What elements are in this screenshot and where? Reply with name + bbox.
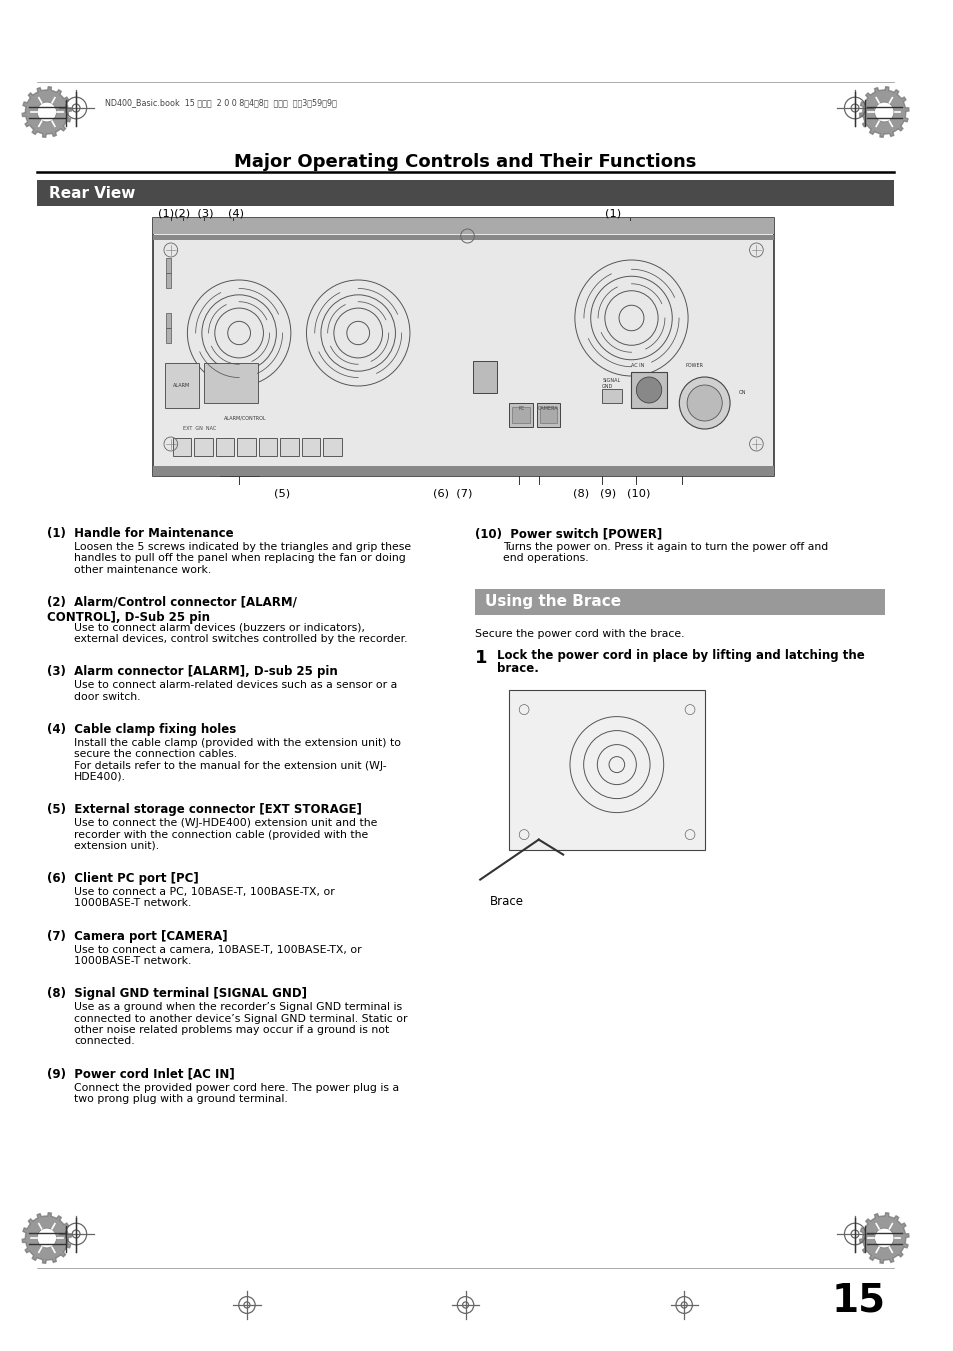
Text: Major Operating Controls and Their Functions: Major Operating Controls and Their Funct… [234,153,696,172]
Text: Use to connect alarm-related devices such as a sensor or a: Use to connect alarm-related devices suc… [74,681,397,690]
Bar [153,466,773,476]
Text: Use to connect a PC, 10BASE-T, 100BASE-TX, or: Use to connect a PC, 10BASE-T, 100BASE-T… [74,888,335,897]
Text: two prong plug with a ground terminal.: two prong plug with a ground terminal. [74,1094,288,1104]
Text: Use to connect the (WJ-HDE400) extension unit and the: Use to connect the (WJ-HDE400) extension… [74,819,377,828]
Text: other noise related problems may occur if a ground is not: other noise related problems may occur i… [74,1025,389,1035]
Text: 1: 1 [475,648,487,666]
Bar [165,363,199,408]
Text: door switch.: door switch. [74,692,140,701]
Text: HDE400).: HDE400). [74,771,126,782]
Text: (1): (1) [604,208,620,218]
Text: (8)   (9)   (10): (8) (9) (10) [573,488,650,499]
Text: extension unit).: extension unit). [74,840,159,851]
Text: (1)  Handle for Maintenance: (1) Handle for Maintenance [47,527,233,540]
Text: (1)(2)  (3)    (4): (1)(2) (3) (4) [158,208,244,218]
Text: PC: PC [517,407,524,411]
Text: Install the cable clamp (provided with the extension unit) to: Install the cable clamp (provided with t… [74,738,401,748]
Text: Lock the power cord in place by lifting and latching the: Lock the power cord in place by lifting … [497,648,863,662]
Text: connected to another device’s Signal GND terminal. Static or: connected to another device’s Signal GND… [74,1013,407,1024]
Bar [172,438,192,457]
Bar [601,389,621,403]
Text: (6)  (7): (6) (7) [433,488,472,499]
Text: (2)  Alarm/Control connector [ALARM/
CONTROL], D-Sub 25 pin: (2) Alarm/Control connector [ALARM/ CONT… [47,596,296,624]
Polygon shape [859,86,908,138]
Bar [215,438,234,457]
Text: Turns the power on. Press it again to turn the power off and: Turns the power on. Press it again to tu… [502,542,827,553]
Circle shape [636,377,661,403]
Text: connected.: connected. [74,1036,134,1046]
Bar [194,438,213,457]
Text: 15: 15 [831,1281,885,1319]
Text: EXT  GN  NAC: EXT GN NAC [182,426,215,431]
Bar [280,438,298,457]
Text: secure the connection cables.: secure the connection cables. [74,750,237,759]
Text: ALARM/CONTROL: ALARM/CONTROL [223,416,266,420]
Bar [153,235,773,240]
Bar [166,328,171,343]
Text: handles to pull off the panel when replacing the fan or doing: handles to pull off the panel when repla… [74,554,406,563]
Bar [237,438,255,457]
Bar [37,180,893,205]
Polygon shape [22,1213,71,1263]
Text: recorder with the connection cable (provided with the: recorder with the connection cable (prov… [74,830,368,839]
Text: For details refer to the manual for the extension unit (WJ-: For details refer to the manual for the … [74,761,386,770]
Text: end operations.: end operations. [502,554,588,563]
Bar [475,589,884,615]
Bar [166,273,171,288]
Bar [204,363,257,403]
Text: (9)  Power cord Inlet [AC IN]: (9) Power cord Inlet [AC IN] [47,1067,234,1081]
Polygon shape [859,1213,908,1263]
Text: external devices, control switches controlled by the recorder.: external devices, control switches contr… [74,634,407,644]
Circle shape [37,1228,56,1248]
Circle shape [679,377,729,430]
Text: Using the Brace: Using the Brace [484,594,620,609]
Text: Loosen the 5 screws indicated by the triangles and grip these: Loosen the 5 screws indicated by the tri… [74,542,411,553]
Bar [512,407,530,423]
Bar [631,372,666,408]
Bar [301,438,320,457]
Text: POWER: POWER [684,363,702,367]
Text: (6)  Client PC port [PC]: (6) Client PC port [PC] [47,873,198,885]
Text: Rear View: Rear View [49,185,135,200]
Bar [539,407,557,423]
Circle shape [686,385,721,422]
Text: (5)  External storage connector [EXT STORAGE]: (5) External storage connector [EXT STOR… [47,804,361,816]
Text: SIGNAL
GND: SIGNAL GND [601,378,619,389]
Bar [473,361,497,393]
Bar [509,689,704,850]
Text: other maintenance work.: other maintenance work. [74,565,212,574]
Text: ND400_Basic.book  15 ページ  2 0 0 8年4月8日  火曜日  午後3時59分9分: ND400_Basic.book 15 ページ 2 0 0 8年4月8日 火曜日… [105,99,337,108]
Text: (7)  Camera port [CAMERA]: (7) Camera port [CAMERA] [47,929,227,943]
Text: Secure the power cord with the brace.: Secure the power cord with the brace. [475,628,684,639]
Bar [153,218,773,234]
Text: (5): (5) [274,488,290,499]
Circle shape [874,103,893,122]
Text: Use to connect a camera, 10BASE-T, 100BASE-TX, or: Use to connect a camera, 10BASE-T, 100BA… [74,944,361,955]
Text: 1000BASE-T network.: 1000BASE-T network. [74,957,192,966]
Bar [153,218,773,476]
Text: brace.: brace. [497,662,538,674]
Text: AC IN: AC IN [631,363,644,367]
Text: (4)  Cable clamp fixing holes: (4) Cable clamp fixing holes [47,723,235,736]
Text: Brace: Brace [490,894,523,908]
Text: CAMERA: CAMERA [537,407,558,411]
Circle shape [874,1228,893,1248]
Circle shape [37,103,56,122]
Bar [166,313,171,328]
Polygon shape [22,86,71,138]
Bar [258,438,277,457]
Text: Connect the provided power cord here. The power plug is a: Connect the provided power cord here. Th… [74,1082,399,1093]
Text: (10)  Power switch [POWER]: (10) Power switch [POWER] [475,527,662,540]
Bar [166,258,171,273]
Bar [323,438,341,457]
Bar [509,403,533,427]
Text: Use as a ground when the recorder’s Signal GND terminal is: Use as a ground when the recorder’s Sign… [74,1002,402,1012]
Bar [537,403,559,427]
Text: (3)  Alarm connector [ALARM], D-sub 25 pin: (3) Alarm connector [ALARM], D-sub 25 pi… [47,666,337,678]
Text: ON: ON [738,390,745,396]
Text: ALARM: ALARM [172,382,190,388]
Text: (8)  Signal GND terminal [SIGNAL GND]: (8) Signal GND terminal [SIGNAL GND] [47,988,307,1000]
Text: 1000BASE-T network.: 1000BASE-T network. [74,898,192,908]
Text: Use to connect alarm devices (buzzers or indicators),: Use to connect alarm devices (buzzers or… [74,623,365,632]
